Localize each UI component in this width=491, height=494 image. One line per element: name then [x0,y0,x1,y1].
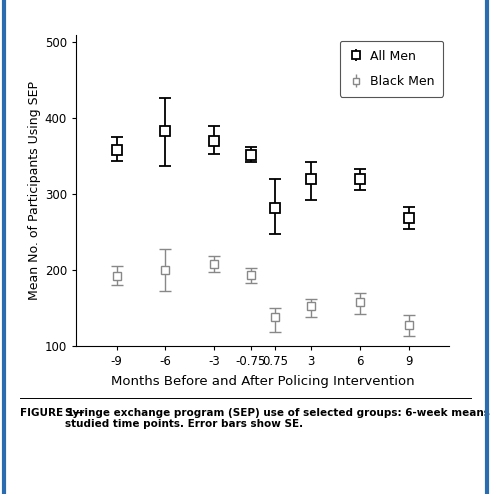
Legend: All Men, Black Men: All Men, Black Men [340,41,443,97]
Y-axis label: Mean No. of Participants Using SEP: Mean No. of Participants Using SEP [27,81,41,300]
Text: Syringe exchange program (SEP) use of selected groups: 6-week means around
studi: Syringe exchange program (SEP) use of se… [65,408,491,429]
Text: FIGURE 1—: FIGURE 1— [20,408,84,417]
X-axis label: Months Before and After Policing Intervention: Months Before and After Policing Interve… [111,375,414,388]
